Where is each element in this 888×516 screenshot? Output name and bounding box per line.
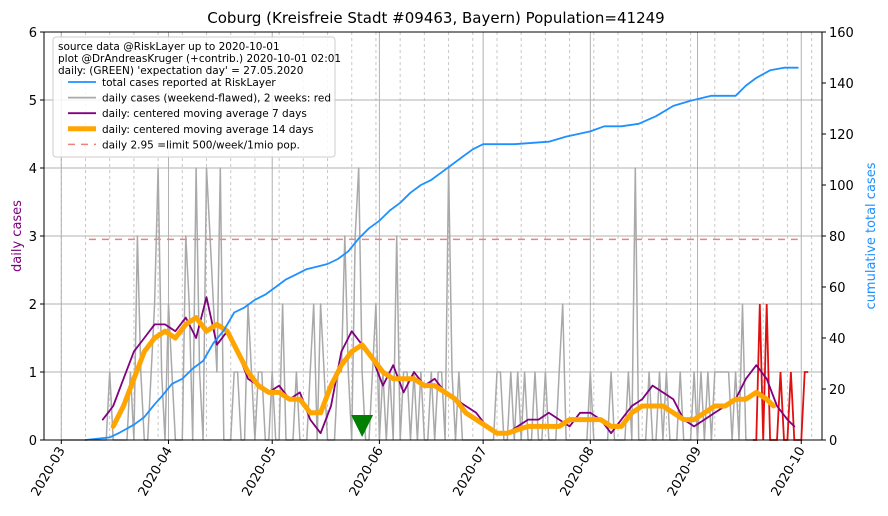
legend-label: daily: centered moving average 14 days — [102, 124, 314, 136]
legend-info-line: plot @DrAndreasKruger (+contrib.) 2020-1… — [58, 53, 341, 65]
legend: source data @RiskLayer up to 2020-10-01p… — [52, 36, 341, 158]
legend-info-line: source data @RiskLayer up to 2020-10-01 — [58, 41, 280, 53]
legend-label: daily 2.95 =limit 500/week/1mio pop. — [102, 139, 300, 151]
y-axis-label-right: cumulative total cases — [864, 162, 879, 309]
total-cases-series — [84, 66, 799, 441]
y-tick-label-left: 0 — [29, 434, 37, 449]
y-tick-label-right: 160 — [829, 26, 854, 41]
y-tick-label-left: 1 — [29, 366, 37, 381]
y-tick-label-right: 0 — [829, 434, 837, 449]
legend-label: total cases reported at RiskLayer — [102, 77, 276, 89]
x-tick-label: 2020-05 — [240, 445, 280, 500]
y-tick-label-right: 120 — [829, 128, 854, 143]
x-tick-label: 2020-03 — [29, 445, 69, 500]
y-axis-label-left: daily cases — [10, 200, 25, 272]
x-tick-label: 2020-08 — [558, 445, 598, 500]
y-tick-label-right: 20 — [829, 383, 846, 398]
y-tick-label-left: 4 — [29, 162, 37, 177]
expectation-day-marker — [351, 415, 374, 437]
x-tick-label: 2020-07 — [450, 445, 490, 500]
y-tick-label-right: 60 — [829, 281, 846, 296]
legend-label: daily: centered moving average 7 days — [102, 108, 307, 120]
x-tick-label: 2020-10 — [769, 445, 809, 500]
total-cases-line — [84, 66, 799, 441]
x-tick-label: 2020-04 — [136, 445, 176, 500]
y-tick-label-left: 2 — [29, 298, 37, 313]
y-tick-label-right: 140 — [829, 77, 854, 92]
chart-title: Coburg (Kreisfreie Stadt #09463, Bayern)… — [207, 9, 664, 27]
legend-label: daily cases (weekend-flawed), 2 weeks: r… — [102, 93, 331, 105]
legend-box — [52, 36, 336, 158]
legend-info-line: daily: (GREEN) 'expectation day' = 27.05… — [58, 65, 303, 77]
y-tick-label-left: 5 — [29, 94, 37, 109]
x-tick-label: 2020-06 — [347, 445, 387, 500]
expectation-day-triangle — [351, 415, 374, 437]
y-tick-label-right: 40 — [829, 332, 846, 347]
y-tick-label-left: 3 — [29, 230, 37, 245]
y-tick-label-right: 100 — [829, 179, 854, 194]
y-tick-label-right: 80 — [829, 230, 846, 245]
y-tick-label-left: 6 — [29, 26, 37, 41]
x-tick-label: 2020-09 — [665, 445, 705, 500]
